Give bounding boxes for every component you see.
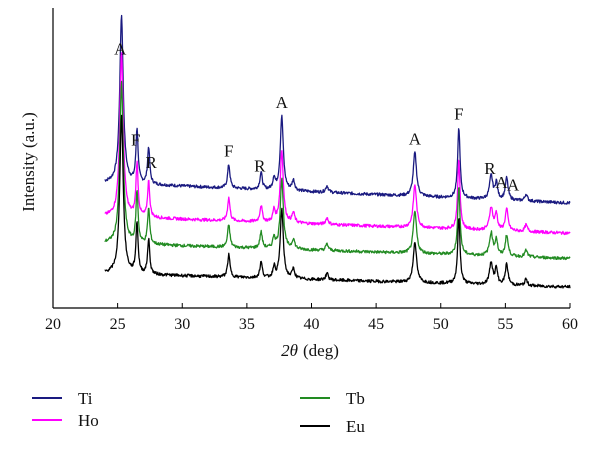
y-axis-title: Intensity (a.u.) [19, 112, 38, 212]
peak-label-a: A [409, 129, 422, 148]
x-axis-unit: (deg) [303, 341, 339, 360]
legend-label-ti: Ti [78, 389, 93, 408]
x-tick-label: 20 [45, 316, 61, 333]
peak-label-f: F [224, 141, 233, 160]
legend-label-tb: Tb [346, 389, 365, 408]
peak-label-a: A [507, 176, 520, 195]
x-tick-label: 35 [239, 316, 255, 333]
peak-label-a: A [114, 39, 127, 58]
peak-label-r: R [254, 157, 266, 176]
x-tick-label: 50 [433, 316, 449, 333]
series-line-eu [104, 114, 571, 289]
peak-label-f: F [454, 104, 463, 123]
legend-label-eu: Eu [346, 417, 365, 436]
x-axis-symbol: 2θ [281, 341, 298, 360]
plot-area [104, 14, 571, 289]
peak-label-r: R [484, 159, 496, 178]
series-line-ho [104, 52, 571, 236]
x-tick-label: 55 [497, 316, 513, 333]
x-axis-title: 2θ (deg) [281, 341, 339, 360]
peak-label-f: F [131, 130, 140, 149]
x-tick-label: 45 [368, 316, 384, 333]
peak-label-a: A [276, 93, 289, 112]
x-tick-label: 40 [304, 316, 320, 333]
x-tick-label: 30 [174, 316, 190, 333]
legend-label-ho: Ho [78, 411, 99, 430]
peak-label-r: R [146, 153, 158, 172]
legend: Ti Ho Tb Eu [32, 389, 365, 436]
series-line-ti [104, 14, 571, 205]
x-tick-label: 60 [562, 316, 578, 333]
series-line-tb [104, 80, 571, 261]
peak-label-a: A [495, 173, 508, 192]
axes: 20 25 30 35 40 45 50 55 60 [45, 8, 578, 333]
x-tick-label: 25 [110, 316, 126, 333]
